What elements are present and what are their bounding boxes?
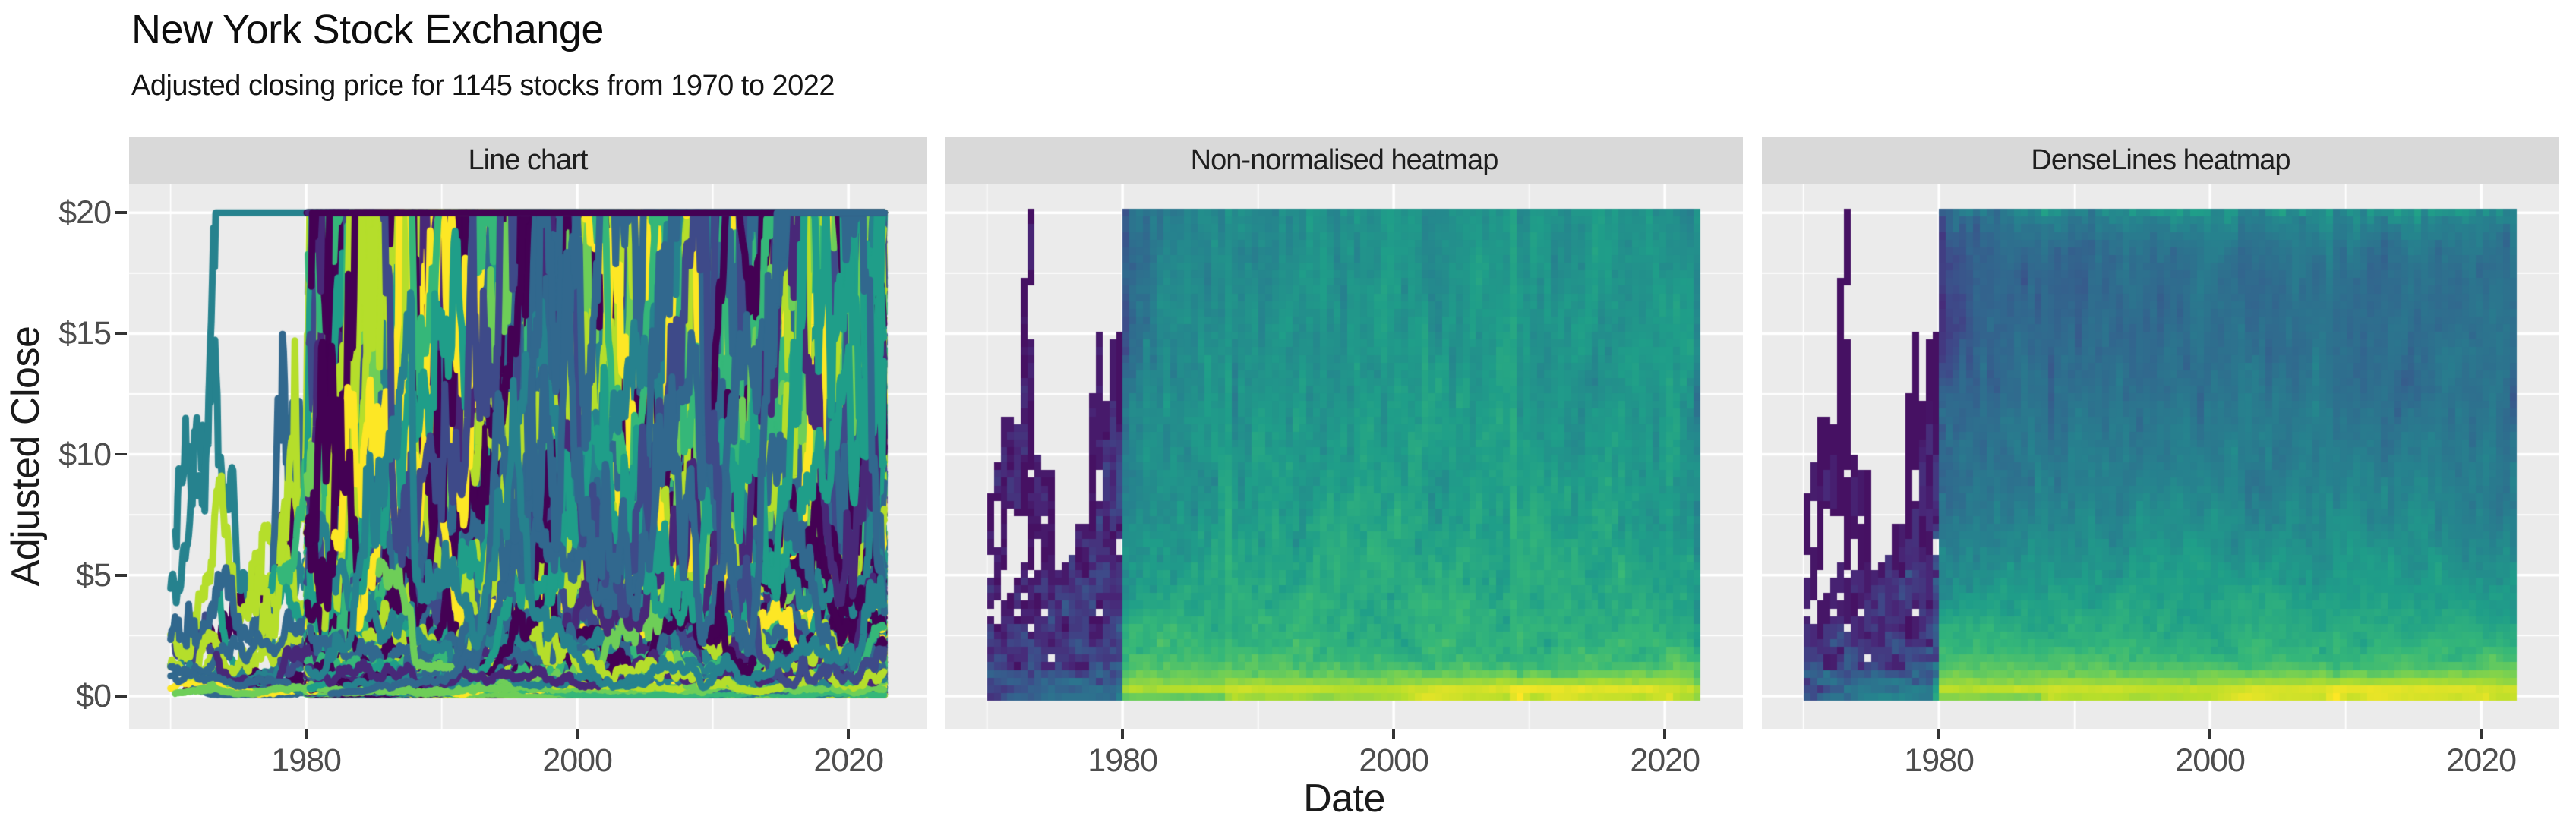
x-axis-title: Date — [1303, 777, 1385, 821]
x-axis-tick-label: 2020 — [813, 742, 884, 779]
facet-strip-non-normalised-heatmap: Non-normalised heatmap — [945, 137, 1743, 184]
y-axis-tick — [115, 574, 127, 577]
y-axis-tick — [115, 332, 127, 336]
x-axis-tick-label: 1980 — [271, 742, 342, 779]
x-axis-tick-label: 2000 — [542, 742, 613, 779]
denselines-heatmap-canvas — [1762, 184, 2559, 729]
x-axis-tick-label: 2020 — [1630, 742, 1700, 779]
y-axis-tick-label: $20 — [58, 194, 112, 232]
x-axis-tick — [1121, 729, 1124, 739]
x-axis-tick-label: 2000 — [2175, 742, 2246, 779]
x-axis-tick — [576, 729, 579, 739]
x-axis-tick-label: 1980 — [1904, 742, 1975, 779]
line-chart-canvas — [129, 184, 927, 729]
x-axis-tick — [1663, 729, 1666, 739]
x-axis-tick — [2480, 729, 2483, 739]
y-axis-tick-label: $0 — [76, 678, 112, 714]
x-axis-tick — [847, 729, 850, 739]
y-axis-tick-label: $5 — [76, 556, 112, 594]
x-axis-tick-label: 2000 — [1359, 742, 1429, 779]
y-axis-tick — [115, 211, 127, 214]
facet-strip-line-chart: Line chart — [129, 137, 927, 184]
y-axis-tick — [115, 452, 127, 456]
page-title: New York Stock Exchange — [131, 7, 604, 52]
facet-strip-denselines-heatmap: DenseLines heatmap — [1762, 137, 2559, 184]
x-axis-tick — [2208, 729, 2211, 739]
x-axis-tick — [1937, 729, 1940, 739]
x-axis-tick — [1392, 729, 1395, 739]
facet-strip-label: DenseLines heatmap — [2031, 143, 2290, 176]
y-axis-tick-label: $10 — [58, 436, 112, 473]
x-axis-tick-label: 1980 — [1088, 742, 1158, 779]
y-axis-tick — [115, 695, 127, 698]
y-axis-tick-label: $15 — [58, 315, 112, 352]
x-axis-tick-label: 2020 — [2446, 742, 2517, 779]
page-subtitle: Adjusted closing price for 1145 stocks f… — [131, 70, 835, 102]
facet-strip-label: Line chart — [468, 143, 589, 176]
x-axis-tick — [305, 729, 308, 739]
non-normalised-heatmap-canvas — [945, 184, 1743, 729]
facet-strip-label: Non-normalised heatmap — [1190, 143, 1499, 176]
